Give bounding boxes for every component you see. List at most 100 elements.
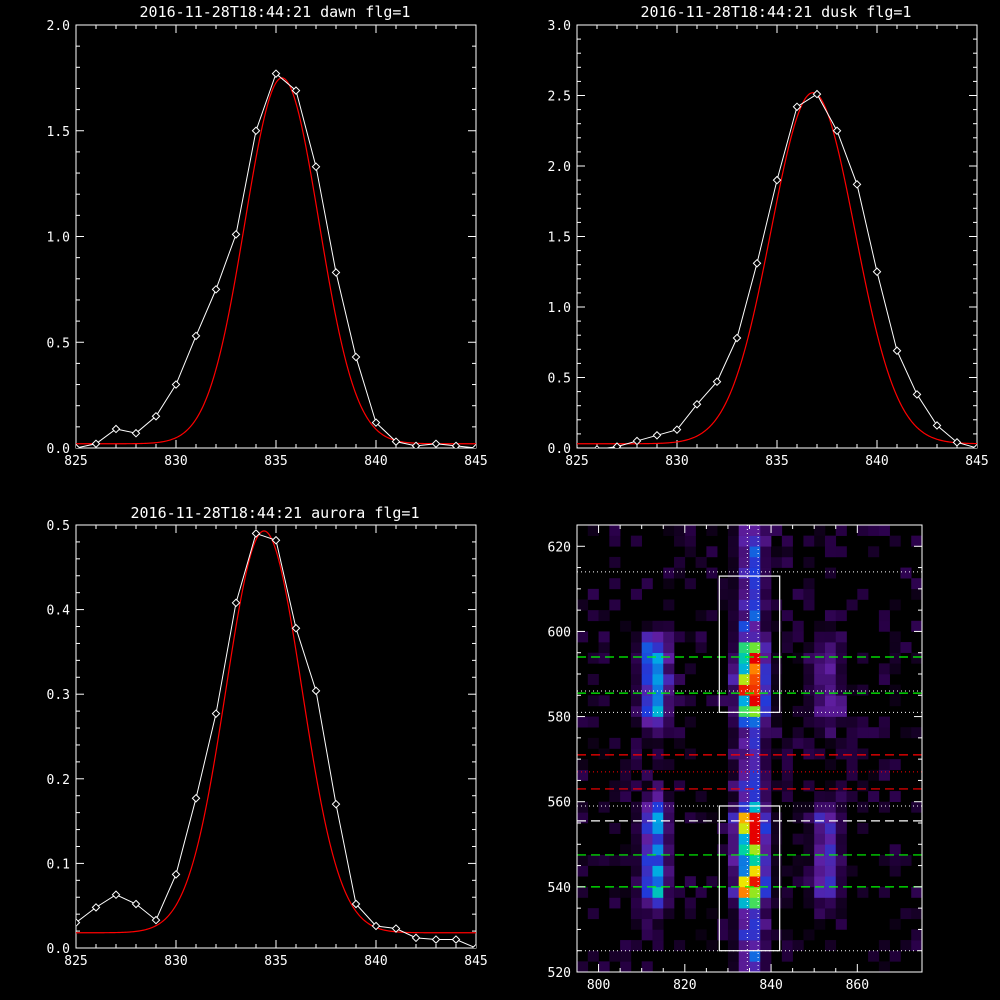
- x-tick-label: 825: [64, 454, 87, 469]
- heatmap-cell: [738, 844, 750, 856]
- heatmap-cell: [641, 854, 653, 866]
- data-point: [151, 915, 161, 925]
- heatmap-cell: [577, 812, 589, 824]
- frame-dawn: [75, 24, 477, 449]
- heatmap-cell: [857, 801, 869, 813]
- heatmap-cell: [630, 663, 642, 675]
- heatmap-cell: [652, 737, 664, 749]
- heatmap-cell: [760, 642, 772, 654]
- heatmap-cell: [641, 663, 653, 675]
- data-point: [812, 89, 822, 99]
- data-point: [91, 439, 101, 448]
- heatmap-cell: [674, 567, 686, 579]
- heatmap-cell: [781, 737, 793, 749]
- data-point: [76, 443, 81, 448]
- heatmap-cell: [630, 535, 642, 547]
- heatmap-cell: [911, 908, 923, 920]
- y-tick-label: 600: [548, 625, 571, 640]
- heatmap-cell: [630, 684, 642, 696]
- heatmap-cell: [577, 886, 589, 898]
- heatmap-cell: [771, 727, 783, 739]
- heatmap-cell: [630, 737, 642, 749]
- heatmap-cell: [738, 801, 750, 813]
- heatmap-cell: [663, 525, 675, 536]
- heatmap-cell: [674, 727, 686, 739]
- heatmap-cell: [674, 556, 686, 568]
- heatmap-cell: [684, 663, 696, 675]
- heatmap-cell: [803, 599, 815, 611]
- x-tick-label: 820: [673, 978, 696, 993]
- heatmap-cell: [749, 567, 761, 579]
- heatmap-cell: [792, 631, 804, 643]
- heatmap-cell: [846, 791, 858, 803]
- heatmap-cell: [792, 727, 804, 739]
- heatmap-cell: [727, 844, 740, 856]
- heatmap-cell: [824, 823, 837, 834]
- heatmap-cell: [771, 780, 783, 792]
- heatmap-cell: [771, 812, 783, 824]
- data-point: [391, 924, 401, 933]
- heatmap-cell: [674, 674, 686, 685]
- heatmap-cell: [727, 642, 740, 654]
- heatmap-cell: [889, 535, 901, 547]
- heatmap-cell: [609, 780, 621, 792]
- heatmap-cell: [835, 833, 847, 845]
- heatmap-cell: [695, 791, 707, 803]
- heatmap-cell: [717, 695, 729, 707]
- data-point: [111, 890, 121, 900]
- y-tick-label: 0.0: [47, 442, 70, 457]
- heatmap-cell: [641, 812, 653, 824]
- heatmap-cell: [738, 610, 750, 622]
- heatmap-cell: [814, 716, 826, 728]
- heatmap-cell: [835, 652, 847, 664]
- heatmap-cell: [641, 929, 653, 941]
- heatmap-cell: [760, 535, 772, 547]
- heatmap-cell: [717, 599, 729, 611]
- heatmap-cell: [824, 705, 837, 717]
- heatmap-cell: [760, 578, 772, 590]
- heatmap-cell: [652, 780, 664, 792]
- heatmap-cell: [652, 865, 664, 877]
- heatmap-cell: [857, 652, 869, 664]
- heatmap-cell: [824, 791, 837, 803]
- heatmap-cell: [878, 759, 890, 771]
- heatmap-cell: [824, 886, 837, 898]
- data-point: [451, 935, 461, 944]
- heatmap-cell: [738, 684, 750, 696]
- data-point: [692, 399, 702, 409]
- selection-box: [718, 805, 781, 952]
- heatmap-cell: [652, 940, 664, 952]
- heatmap-cell: [706, 695, 718, 707]
- heatmap-cell: [749, 620, 761, 632]
- heatmap-cell: [857, 823, 869, 834]
- heatmap-cell: [641, 578, 653, 590]
- heatmap-cell: [878, 854, 890, 866]
- data-point: [672, 425, 682, 434]
- heatmap-cell: [663, 876, 675, 888]
- heatmap-cell: [587, 610, 599, 622]
- heatmap-cell: [738, 578, 750, 590]
- data-point: [892, 346, 902, 356]
- data-point: [752, 258, 762, 268]
- heatmap-cell: [911, 940, 923, 952]
- heatmap-cell: [577, 865, 589, 877]
- title-dawn: 2016-11-28T18:44:21 dawn flg=1: [140, 3, 411, 21]
- heatmap-cell: [824, 844, 837, 856]
- y-tick-label: 2.0: [47, 19, 70, 34]
- x-tick-label: 830: [164, 454, 187, 469]
- heatmap-cell: [824, 897, 837, 909]
- heatmap-cell: [609, 535, 621, 547]
- heatmap-cell: [889, 599, 901, 611]
- data-line: [76, 72, 476, 448]
- heatmap-cell: [749, 631, 761, 643]
- heatmap-cell: [727, 801, 740, 813]
- heatmap-cell: [781, 897, 793, 909]
- heatmap-cell: [620, 791, 632, 803]
- heatmap-cell: [835, 918, 847, 930]
- heatmap-cell: [814, 812, 826, 824]
- heatmap-cell: [738, 865, 750, 877]
- heatmap-cell: [684, 631, 696, 643]
- heatmap-cell: [577, 759, 589, 771]
- heatmap-cell: [835, 865, 847, 877]
- heatmap-cell: [771, 599, 783, 611]
